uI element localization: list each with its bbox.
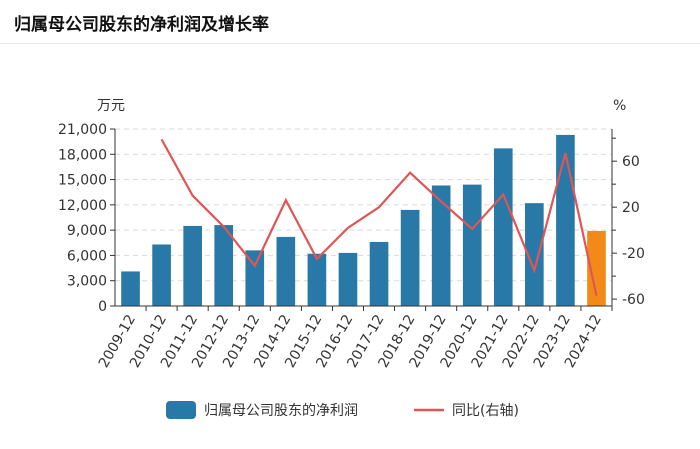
left-tick-label: 3,000 bbox=[67, 274, 107, 290]
bar-2015-12 bbox=[307, 253, 327, 306]
bar-2022-12 bbox=[525, 203, 544, 306]
right-tick-label: 20 bbox=[622, 200, 640, 216]
bar-2020-12 bbox=[462, 184, 482, 306]
bar-2024-12 bbox=[587, 230, 606, 306]
left-tick-label: 9,000 bbox=[67, 223, 107, 239]
legend-label-line: 同比(右轴) bbox=[452, 403, 519, 419]
left-axis-unit: 万元 bbox=[97, 98, 125, 114]
legend-swatch-bar bbox=[166, 401, 196, 419]
right-axis-unit: % bbox=[613, 98, 626, 114]
left-tick-label: 0 bbox=[98, 299, 107, 315]
chart-title: 归属母公司股东的净利润及增长率 bbox=[14, 15, 269, 35]
chart-header: 归属母公司股东的净利润及增长率 bbox=[0, 0, 700, 44]
left-tick-label: 15,000 bbox=[58, 173, 107, 189]
right-tick-label: -60 bbox=[622, 292, 645, 308]
bar-2012-12 bbox=[214, 225, 234, 306]
bar-2016-12 bbox=[338, 252, 358, 306]
left-tick-label: 12,000 bbox=[58, 198, 107, 214]
left-tick-label: 6,000 bbox=[67, 248, 107, 264]
left-tick-label: 18,000 bbox=[58, 147, 107, 163]
bar-2011-12 bbox=[183, 225, 202, 306]
bar-2019-12 bbox=[431, 185, 451, 306]
legend-label-bar: 归属母公司股东的净利润 bbox=[204, 402, 358, 419]
left-tick-label: 21,000 bbox=[58, 122, 107, 138]
bar-2023-12 bbox=[556, 134, 575, 306]
right-tick-label: 60 bbox=[622, 154, 640, 170]
right-tick-label: -20 bbox=[622, 246, 645, 262]
bar-2021-12 bbox=[493, 148, 513, 306]
bar-2010-12 bbox=[152, 244, 171, 306]
bar-2018-12 bbox=[400, 209, 420, 306]
bar-2013-12 bbox=[245, 250, 265, 306]
bar-2017-12 bbox=[369, 241, 389, 306]
bar-2014-12 bbox=[276, 236, 296, 306]
bar-2009-12 bbox=[121, 271, 140, 306]
